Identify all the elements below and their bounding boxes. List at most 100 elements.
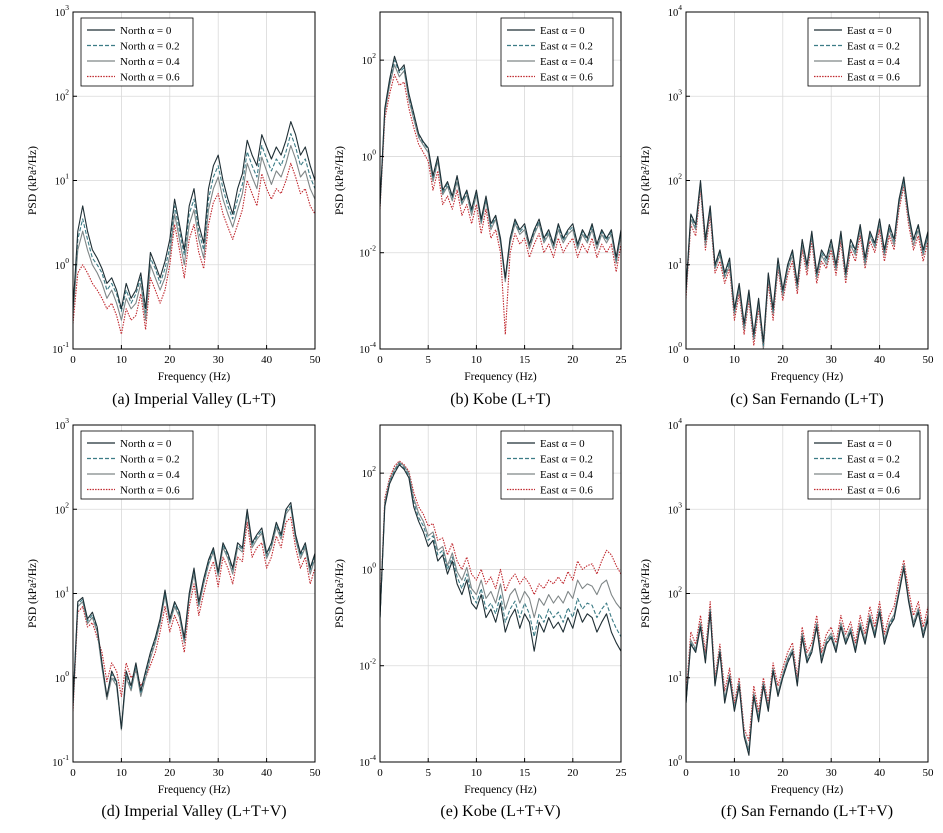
legend-box — [80, 430, 194, 500]
y-axis-label: PSD (kPa²/Hz) — [334, 146, 346, 215]
legend: East α = 0 East α = 0.2 East α = 0.4 East α… — [807, 17, 921, 87]
x-tick-label: 40 — [874, 767, 886, 779]
legend-label: East α = 0.6 — [540, 485, 593, 497]
x-tick-label: 0 — [377, 767, 383, 779]
x-tick-label: 0 — [683, 354, 689, 366]
x-tick-label: 30 — [213, 767, 225, 779]
y-axis-label: PSD (kPa²/Hz) — [27, 146, 39, 215]
y-tick-label: 101 — [668, 669, 683, 685]
chart-caption: (b) Kobe (L+T) — [450, 391, 551, 408]
series-line-0 — [380, 464, 621, 652]
y-tick-label: 102 — [362, 464, 377, 480]
legend-label: North α = 0.6 — [120, 72, 180, 84]
y-tick-label: 104 — [668, 416, 683, 432]
legend-label: East α = 0.2 — [540, 41, 593, 53]
legend-label: East α = 0.4 — [540, 56, 593, 68]
series-line-3 — [380, 74, 621, 336]
x-tick-label: 20 — [567, 767, 579, 779]
series-line-3 — [73, 162, 315, 335]
chart-caption: (f) San Fernando (L+T+V) — [721, 803, 893, 820]
legend-label: East α = 0.2 — [847, 41, 900, 53]
x-tick-label: 20 — [567, 354, 579, 366]
series-line-0 — [380, 55, 621, 279]
chart-panel-1: 0 5 10 15 20 25 10-4 10-2 100 102 Frequency (Hz) PS… — [334, 11, 628, 408]
y-axis-label: PSD (kPa²/Hz) — [334, 559, 346, 628]
y-tick-label: 100 — [55, 256, 70, 272]
y-tick-label: 102 — [668, 172, 683, 188]
series-line-1 — [73, 505, 315, 730]
x-tick-label: 25 — [616, 354, 628, 366]
chart-caption: (d) Imperial Valley (L+T+V) — [101, 803, 286, 820]
x-tick-label: 40 — [261, 767, 273, 779]
x-axis-label: Frequency (Hz) — [464, 784, 537, 796]
series-line-1 — [73, 133, 315, 314]
x-axis-label: Frequency (Hz) — [771, 371, 844, 383]
y-tick-label: 100 — [362, 560, 377, 576]
x-tick-label: 40 — [874, 354, 886, 366]
x-axis-label: Frequency (Hz) — [158, 371, 231, 383]
legend-box — [80, 17, 194, 87]
x-tick-label: 50 — [923, 767, 935, 779]
y-tick-label: 100 — [668, 340, 683, 356]
legend-box — [807, 17, 921, 87]
y-axis-label: PSD (kPa²/Hz) — [640, 146, 652, 215]
x-tick-label: 10 — [116, 354, 128, 366]
x-tick-label: 30 — [213, 354, 225, 366]
chart-panel-5: 0 10 20 30 40 50 100 101 102 103 104 Frequency (Hz)… — [640, 416, 934, 820]
series-line-1 — [380, 462, 621, 638]
series-line-2 — [686, 181, 928, 349]
series-line-2 — [73, 144, 315, 321]
y-tick-label: 100 — [362, 147, 377, 163]
y-tick-label: 101 — [55, 585, 70, 601]
y-tick-label: 10-1 — [52, 753, 69, 769]
legend-label: East α = 0.6 — [847, 485, 900, 497]
x-tick-label: 20 — [777, 767, 789, 779]
legend: North α = 0 North α = 0.2 North α = 0.4 Nor… — [80, 17, 194, 87]
legend-label: East α = 0.4 — [847, 469, 900, 481]
x-tick-label: 10 — [471, 354, 483, 366]
legend-label: North α = 0 — [120, 438, 172, 450]
legend-label: East α = 0 — [847, 25, 892, 37]
x-tick-label: 5 — [425, 354, 431, 366]
chart-panel-0: 0 10 20 30 40 50 10-1 100 101 102 103 Frequency (Hz… — [27, 3, 321, 408]
y-tick-label: 100 — [668, 753, 683, 769]
legend-label: East α = 0 — [540, 25, 585, 37]
x-tick-label: 5 — [425, 767, 431, 779]
y-tick-label: 10-4 — [359, 340, 376, 356]
y-tick-label: 102 — [362, 51, 377, 67]
legend-label: East α = 0.2 — [847, 454, 900, 466]
series-line-1 — [686, 565, 928, 753]
x-tick-label: 0 — [683, 767, 689, 779]
x-tick-label: 0 — [70, 354, 76, 366]
legend-label: East α = 0.4 — [540, 469, 593, 481]
series-line-2 — [73, 506, 315, 731]
x-tick-label: 10 — [729, 354, 741, 366]
series-line-0 — [73, 121, 315, 310]
y-tick-label: 101 — [55, 172, 70, 188]
legend-box — [807, 430, 921, 500]
x-axis-label: Frequency (Hz) — [158, 784, 231, 796]
chart-caption: (e) Kobe (L+T+V) — [440, 803, 560, 820]
x-tick-label: 10 — [471, 767, 483, 779]
legend: East α = 0 East α = 0.2 East α = 0.4 East α… — [500, 430, 614, 500]
y-tick-label: 102 — [55, 500, 70, 516]
x-tick-label: 0 — [377, 354, 383, 366]
series-line-0 — [686, 176, 928, 343]
legend-label: North α = 0 — [120, 25, 172, 37]
y-axis-label: PSD (kPa²/Hz) — [640, 559, 652, 628]
legend-label: East α = 0.4 — [847, 56, 900, 68]
y-tick-label: 103 — [55, 3, 70, 19]
x-tick-label: 40 — [261, 354, 273, 366]
x-tick-label: 15 — [519, 767, 531, 779]
legend-label: North α = 0.2 — [120, 454, 180, 466]
series-line-2 — [686, 564, 928, 751]
y-tick-label: 10-2 — [359, 657, 376, 673]
x-tick-label: 25 — [616, 767, 628, 779]
y-tick-label: 103 — [668, 500, 683, 516]
x-tick-label: 50 — [310, 354, 322, 366]
y-tick-label: 103 — [55, 416, 70, 432]
series-line-3 — [73, 516, 315, 712]
legend-label: East α = 0 — [540, 438, 585, 450]
legend-label: North α = 0.4 — [120, 469, 180, 481]
